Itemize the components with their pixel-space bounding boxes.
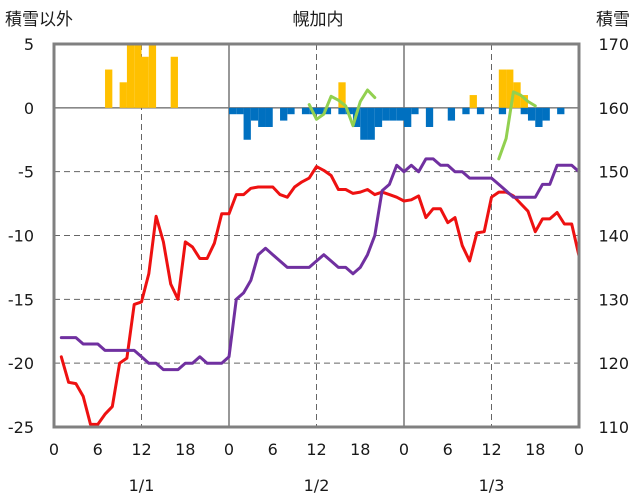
negative-bar xyxy=(389,107,397,121)
negative-bar xyxy=(338,107,346,115)
y-left-tick-label: -20 xyxy=(8,354,34,373)
x-tick-label: 6 xyxy=(268,440,278,459)
negative-bar xyxy=(535,107,543,127)
y-left-tick-label: -15 xyxy=(8,290,34,309)
positive-bar xyxy=(105,69,113,108)
negative-bar xyxy=(542,107,550,121)
negative-bar xyxy=(367,107,375,140)
date-label: 1/1 xyxy=(129,476,155,495)
line-series xyxy=(59,88,581,426)
negative-bar xyxy=(527,107,536,121)
bar-series xyxy=(105,44,565,140)
y-left-tick-label: -25 xyxy=(8,418,34,437)
chart-title: 幌加内 xyxy=(293,10,344,30)
positive-bar xyxy=(119,82,127,108)
negative-bar xyxy=(265,107,273,127)
negative-bar xyxy=(498,107,507,115)
green-line xyxy=(307,88,377,128)
x-tick-label: 0 xyxy=(224,440,234,459)
plot-frame xyxy=(52,42,581,429)
y-left-tick-label: 0 xyxy=(24,99,34,118)
y-right-tick-label: 160 xyxy=(598,99,629,118)
negative-bar xyxy=(250,107,259,121)
y-right-tick-label: 130 xyxy=(598,290,629,309)
y-left-tick-label: -5 xyxy=(18,163,34,182)
positive-bar xyxy=(338,82,346,108)
x-tick-label: 18 xyxy=(525,440,545,459)
x-tick-label: 18 xyxy=(175,440,195,459)
negative-bar xyxy=(447,107,456,121)
x-tick-label: 12 xyxy=(131,440,151,459)
positive-bar xyxy=(126,44,135,108)
negative-bar xyxy=(396,107,404,121)
positive-bar xyxy=(520,95,528,108)
green-line xyxy=(497,90,537,161)
positive-bar xyxy=(469,95,477,108)
y-left-tick-label: -10 xyxy=(8,227,34,246)
positive-bar xyxy=(141,56,149,108)
x-tick-label: 6 xyxy=(93,440,103,459)
x-tick-label: 12 xyxy=(481,440,501,459)
negative-bar xyxy=(323,107,332,115)
negative-bar xyxy=(316,107,324,115)
negative-bar xyxy=(280,107,288,121)
left-axis-title: 積雪以外 xyxy=(5,10,73,30)
positive-bar xyxy=(506,69,514,108)
x-tick-label: 12 xyxy=(306,440,326,459)
positive-bar xyxy=(134,44,142,108)
negative-bar xyxy=(557,107,565,115)
y-right-tick-label: 120 xyxy=(598,354,629,373)
negative-bar xyxy=(345,107,353,115)
negative-bar xyxy=(462,107,470,115)
x-tick-label: 0 xyxy=(399,440,409,459)
x-tick-label: 0 xyxy=(574,440,584,459)
negative-bar xyxy=(404,107,412,127)
negative-bar xyxy=(301,107,310,115)
positive-bar xyxy=(170,56,178,108)
negative-bar xyxy=(520,107,528,115)
negative-bar xyxy=(360,107,368,140)
date-labels: 1/1 1/2 1/3 xyxy=(129,476,505,495)
y-right-tick-label: 170 xyxy=(598,35,629,54)
date-label: 1/3 xyxy=(479,476,505,495)
red-line xyxy=(59,165,581,426)
x-tick-label: 0 xyxy=(49,440,59,459)
y-right-tick-label: 110 xyxy=(598,418,629,437)
negative-bar xyxy=(476,107,485,115)
negative-bar xyxy=(229,107,237,115)
negative-bar xyxy=(287,107,295,115)
x-tick-label: 6 xyxy=(443,440,453,459)
positive-bar xyxy=(498,69,507,108)
negative-bar xyxy=(236,107,244,115)
negative-bar xyxy=(374,107,383,127)
purple-line xyxy=(59,157,581,372)
negative-bar xyxy=(425,107,434,127)
x-tick-label: 18 xyxy=(350,440,370,459)
negative-bar xyxy=(382,107,390,121)
negative-bar xyxy=(243,107,251,140)
negative-bar xyxy=(411,107,419,115)
positive-bar xyxy=(148,44,157,108)
negative-bar xyxy=(258,107,266,127)
date-label: 1/2 xyxy=(304,476,330,495)
y-left-tick-label: 5 xyxy=(24,35,34,54)
right-axis-title: 積雪 xyxy=(596,10,630,30)
y-right-tick-label: 150 xyxy=(598,163,629,182)
y-right-tick-label: 140 xyxy=(598,227,629,246)
